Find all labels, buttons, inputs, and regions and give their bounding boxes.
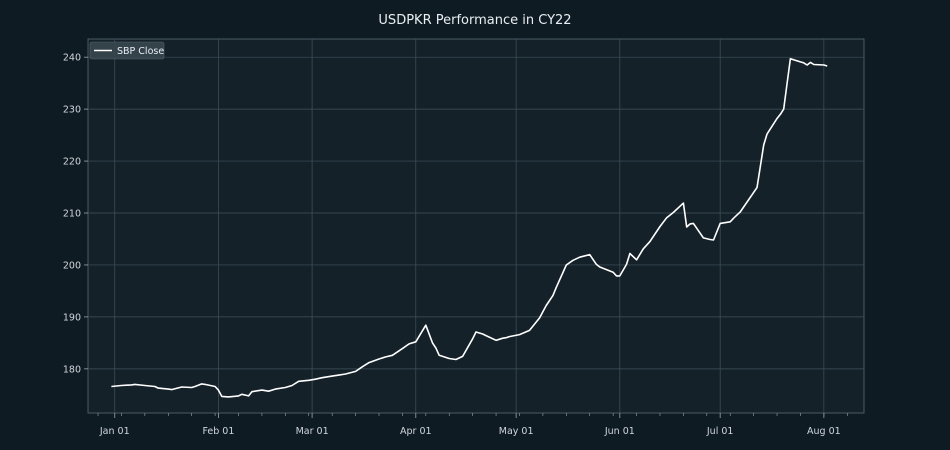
- y-axis: 180 190 200 210 220 230 240: [63, 53, 88, 375]
- x-tick-label: Jun 01: [604, 426, 635, 437]
- series-line-sbp-close: [111, 57, 828, 398]
- x-tick-label: Feb 01: [202, 426, 234, 437]
- legend-label-sbp-close: SBP Close: [117, 46, 164, 57]
- x-tick-label: Aug 01: [807, 426, 841, 437]
- x-tick-label: Apr 01: [400, 426, 432, 437]
- y-tick-label: 180: [63, 364, 81, 375]
- x-axis: Jan 01 Feb 01 Mar 01 Apr 01 May 01 Jun 01 Jul …: [97, 413, 848, 437]
- x-tick-label: Jan 01: [99, 426, 130, 437]
- grid: [88, 39, 864, 413]
- y-tick-label: 230: [63, 105, 81, 116]
- x-tick-label: May 01: [499, 426, 534, 437]
- y-tick-label: 210: [63, 209, 81, 220]
- y-tick-label: 240: [63, 53, 81, 64]
- x-tick-label: Mar 01: [296, 426, 329, 437]
- y-tick-label: 220: [63, 157, 81, 168]
- plot-area: [87, 38, 865, 414]
- legend-box: [89, 41, 165, 60]
- chart-title: USDPKR Performance in CY22: [378, 13, 571, 28]
- legend: SBP Close: [89, 41, 165, 60]
- x-tick-label: Jul 01: [706, 426, 734, 437]
- y-tick-label: 190: [63, 312, 81, 323]
- y-tick-label: 200: [63, 260, 81, 271]
- series: [111, 57, 828, 398]
